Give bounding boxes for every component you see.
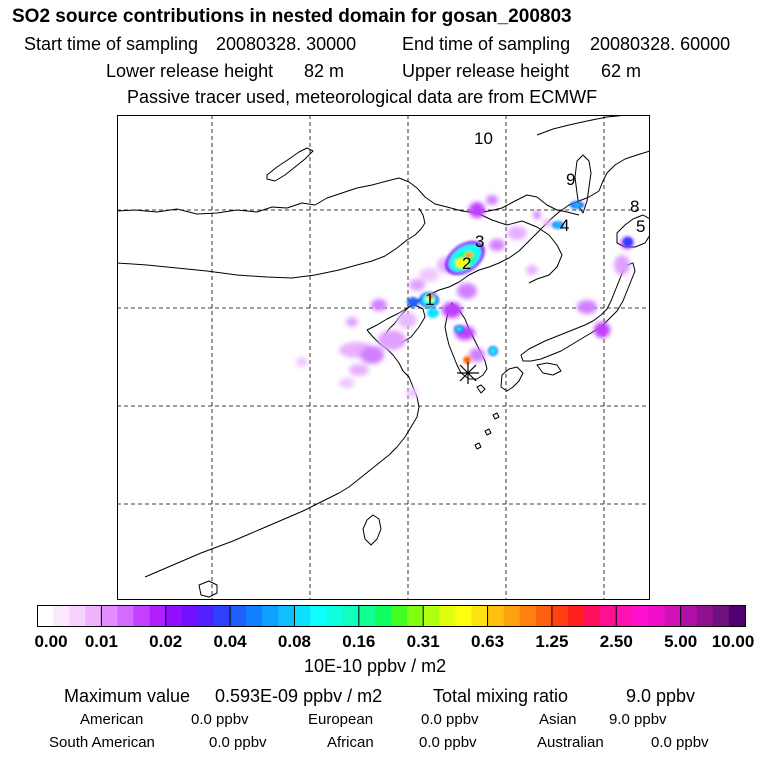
colorbar-cell: [648, 605, 666, 627]
source-number-5: 5: [636, 217, 645, 236]
colorbar-cell: [423, 605, 440, 627]
colorbar-cell: [69, 605, 86, 627]
colorbar-cell: [278, 605, 295, 627]
region-asian-value: 9.0 ppbv: [609, 711, 667, 728]
colorbar-tick-label: 10.00: [711, 632, 755, 651]
source-contribution-map: 1 2 3 4 5 8 9 10: [117, 115, 650, 600]
region-australian-label: Australian: [537, 734, 604, 751]
colorbar-tick-label: 0.08: [277, 632, 311, 651]
colorbar-cell: [568, 605, 585, 627]
coastlines: [117, 115, 650, 598]
colorbar-tick-label: 0.16: [342, 632, 376, 651]
colorbar-unit: 10E-10 ppbv / m2: [304, 656, 447, 676]
colorbar-cell: [519, 605, 537, 627]
colorbar-cell: [262, 605, 279, 627]
colorbar-cell: [294, 605, 312, 627]
colorbar-tick-label: 0.02: [149, 632, 183, 651]
colorbar-tick-label: 0.31: [406, 632, 440, 651]
colorbar-cell: [101, 605, 118, 627]
colorbar-cell: [310, 605, 328, 627]
colorbar-cell: [181, 605, 199, 627]
colorbar-cell: [535, 605, 553, 627]
colorbar-cell: [439, 605, 456, 627]
colorbar-tick-label: 5.00: [664, 632, 698, 651]
colorbar-tick-label: 0.01: [84, 632, 118, 651]
colorbar-cell: [358, 605, 376, 627]
region-asian-label: Asian: [539, 711, 577, 728]
colorbar-tick-label: 1.25: [535, 632, 569, 651]
region-south-american-value: 0.0 ppbv: [209, 734, 267, 751]
end-time-label: End time of sampling: [402, 34, 571, 54]
asterisk-icon: [457, 362, 479, 384]
region-african-label: African: [327, 734, 374, 751]
colorbar-cell: [53, 605, 70, 627]
max-value-label: Maximum value: [64, 686, 191, 706]
region-american-label: American: [80, 711, 144, 728]
source-number-8: 8: [630, 197, 639, 216]
lower-release-label: Lower release height: [106, 61, 274, 81]
tracer-note: Passive tracer used, meteorological data…: [127, 87, 598, 107]
colorbar-cell: [149, 605, 167, 627]
colorbar-cell: [503, 605, 521, 627]
colorbar-cell: [85, 605, 102, 627]
colorbar-cell: [214, 605, 231, 627]
colorbar-cell: [407, 605, 424, 627]
source-number-1: 1: [425, 290, 434, 309]
colorbar-cell: [165, 605, 183, 627]
colorbar-cell: [728, 605, 746, 627]
upper-release-label: Upper release height: [402, 61, 570, 81]
concentration-plumes: [296, 195, 633, 398]
colorbar-cell: [326, 605, 344, 627]
region-european-value: 0.0 ppbv: [421, 711, 479, 728]
colorbar-cell: [664, 605, 682, 627]
source-number-9: 9: [566, 170, 575, 189]
colorbar-tick-label: 0.00: [34, 632, 68, 651]
upper-release-value: 62 m: [601, 61, 642, 81]
colorbar-cells: [37, 605, 746, 627]
colorbar-cell: [680, 605, 698, 627]
region-european-label: European: [308, 711, 374, 728]
source-number-3: 3: [475, 232, 484, 251]
colorbar-cell: [230, 605, 247, 627]
colorbar-cell: [133, 605, 151, 627]
source-number-10: 10: [474, 129, 493, 148]
colorbar-cell: [696, 605, 714, 627]
colorbar-cell: [471, 605, 489, 627]
start-time-label: Start time of sampling: [24, 34, 199, 54]
colorbar-cell: [197, 605, 215, 627]
max-value: 0.593E-09 ppbv / m2: [215, 686, 383, 706]
colorbar-cell: [551, 605, 569, 627]
colorbar-cell: [584, 605, 601, 627]
colorbar-cell: [246, 605, 263, 627]
region-african-value: 0.0 ppbv: [419, 734, 477, 751]
colorbar-cell: [600, 605, 617, 627]
colorbar-cell: [342, 605, 360, 627]
colorbar-tick-label: 0.04: [213, 632, 247, 651]
total-mixing-label: Total mixing ratio: [433, 686, 569, 706]
colorbar-cell: [374, 605, 392, 627]
total-mixing-value: 9.0 ppbv: [626, 686, 696, 706]
region-american-value: 0.0 ppbv: [191, 711, 249, 728]
colorbar-cell: [391, 605, 408, 627]
colorbar-cell: [616, 605, 633, 627]
start-time-value: 20080328. 30000: [216, 34, 357, 54]
colorbar: [37, 605, 746, 627]
source-number-4: 4: [560, 216, 569, 235]
colorbar-cell: [632, 605, 649, 627]
source-number-2: 2: [462, 254, 471, 273]
colorbar-cell: [37, 605, 54, 627]
colorbar-cell: [712, 605, 730, 627]
page-title: SO2 source contributions in nested domai…: [12, 6, 572, 27]
source-hotspots: [407, 201, 633, 364]
colorbar-cell: [487, 605, 505, 627]
colorbar-cell: [117, 605, 135, 627]
colorbar-tick-label: 2.50: [599, 632, 633, 651]
region-australian-value: 0.0 ppbv: [651, 734, 709, 751]
end-time-value: 20080328. 60000: [590, 34, 731, 54]
region-south-american-label: South American: [49, 734, 155, 751]
lower-release-value: 82 m: [304, 61, 345, 81]
colorbar-cell: [455, 605, 472, 627]
colorbar-tick-label: 0.63: [470, 632, 505, 651]
